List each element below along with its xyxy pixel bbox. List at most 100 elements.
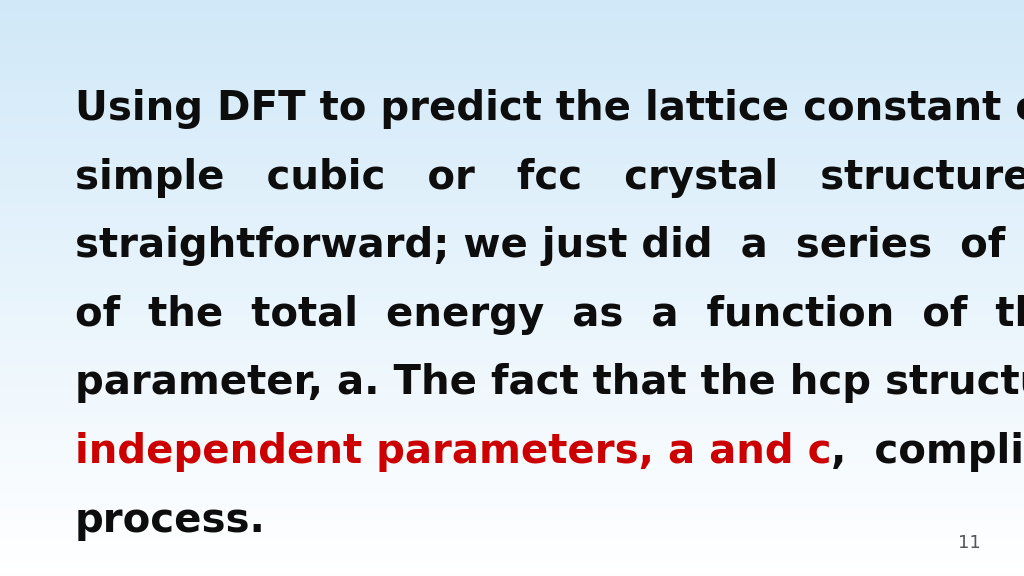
Bar (0, 190, 1024, 193)
Bar (0, 17, 1024, 20)
Bar (0, 351, 1024, 354)
Bar (0, 400, 1024, 403)
Bar (0, 570, 1024, 573)
Bar (0, 12, 1024, 14)
Bar (0, 153, 1024, 156)
Bar (0, 366, 1024, 369)
Bar (0, 547, 1024, 550)
Bar (0, 317, 1024, 320)
Bar (0, 256, 1024, 259)
Bar (0, 573, 1024, 576)
Bar (0, 72, 1024, 75)
Bar (0, 556, 1024, 559)
Bar (0, 334, 1024, 337)
Bar (0, 331, 1024, 334)
Bar (0, 389, 1024, 392)
Bar (0, 377, 1024, 380)
Bar (0, 219, 1024, 222)
Bar (0, 311, 1024, 314)
Bar (0, 161, 1024, 164)
Bar (0, 395, 1024, 397)
Bar (0, 259, 1024, 262)
Bar (0, 490, 1024, 492)
Bar (0, 63, 1024, 66)
Bar (0, 374, 1024, 377)
Bar (0, 199, 1024, 202)
Bar (0, 305, 1024, 308)
Bar (0, 438, 1024, 441)
Bar (0, 308, 1024, 311)
Bar (0, 458, 1024, 461)
Bar (0, 156, 1024, 158)
Bar (0, 187, 1024, 190)
Bar (0, 527, 1024, 530)
Bar (0, 372, 1024, 374)
Bar (0, 127, 1024, 130)
Bar (0, 75, 1024, 78)
Bar (0, 475, 1024, 478)
Bar (0, 409, 1024, 412)
Bar (0, 3, 1024, 6)
Bar (0, 516, 1024, 518)
Bar (0, 455, 1024, 458)
Bar (0, 236, 1024, 239)
Bar (0, 553, 1024, 556)
Bar (0, 285, 1024, 288)
Bar (0, 181, 1024, 184)
Bar (0, 432, 1024, 435)
Text: independent parameters, a and c: independent parameters, a and c (75, 432, 831, 472)
Bar (0, 135, 1024, 138)
Text: parameter, a. The fact that the hcp structure has: parameter, a. The fact that the hcp stru… (75, 363, 1024, 403)
Bar (0, 346, 1024, 348)
Bar (0, 337, 1024, 340)
Bar (0, 300, 1024, 302)
Bar (0, 158, 1024, 161)
Bar (0, 392, 1024, 395)
Bar (0, 46, 1024, 49)
Text: process.: process. (75, 501, 265, 540)
Bar (0, 230, 1024, 233)
Bar (0, 176, 1024, 179)
Bar (0, 253, 1024, 256)
Bar (0, 130, 1024, 132)
Bar (0, 495, 1024, 498)
Text: ,  complicates  this: , complicates this (831, 432, 1024, 472)
Bar (0, 412, 1024, 415)
Bar (0, 9, 1024, 12)
Bar (0, 354, 1024, 357)
Bar (0, 521, 1024, 524)
Bar (0, 138, 1024, 141)
Bar (0, 52, 1024, 55)
Bar (0, 559, 1024, 562)
Bar (0, 268, 1024, 271)
Bar (0, 37, 1024, 40)
Bar (0, 141, 1024, 144)
Bar (0, 415, 1024, 418)
Bar (0, 0, 1024, 3)
Bar (0, 363, 1024, 366)
Bar (0, 533, 1024, 536)
Bar (0, 291, 1024, 294)
Bar (0, 544, 1024, 547)
Bar (0, 325, 1024, 328)
Bar (0, 423, 1024, 426)
Bar (0, 464, 1024, 467)
Text: simple   cubic   or   fcc   crystal   structures   was: simple cubic or fcc crystal structures w… (75, 158, 1024, 198)
Bar (0, 397, 1024, 400)
Bar (0, 147, 1024, 150)
Bar (0, 323, 1024, 325)
Bar (0, 492, 1024, 495)
Bar (0, 66, 1024, 69)
Bar (0, 340, 1024, 343)
Bar (0, 302, 1024, 305)
Bar (0, 343, 1024, 346)
Bar (0, 294, 1024, 297)
Bar (0, 282, 1024, 285)
Bar (0, 279, 1024, 282)
Bar (0, 452, 1024, 455)
Bar (0, 461, 1024, 464)
Bar (0, 55, 1024, 58)
Bar (0, 242, 1024, 245)
Bar (0, 564, 1024, 567)
Bar (0, 418, 1024, 420)
